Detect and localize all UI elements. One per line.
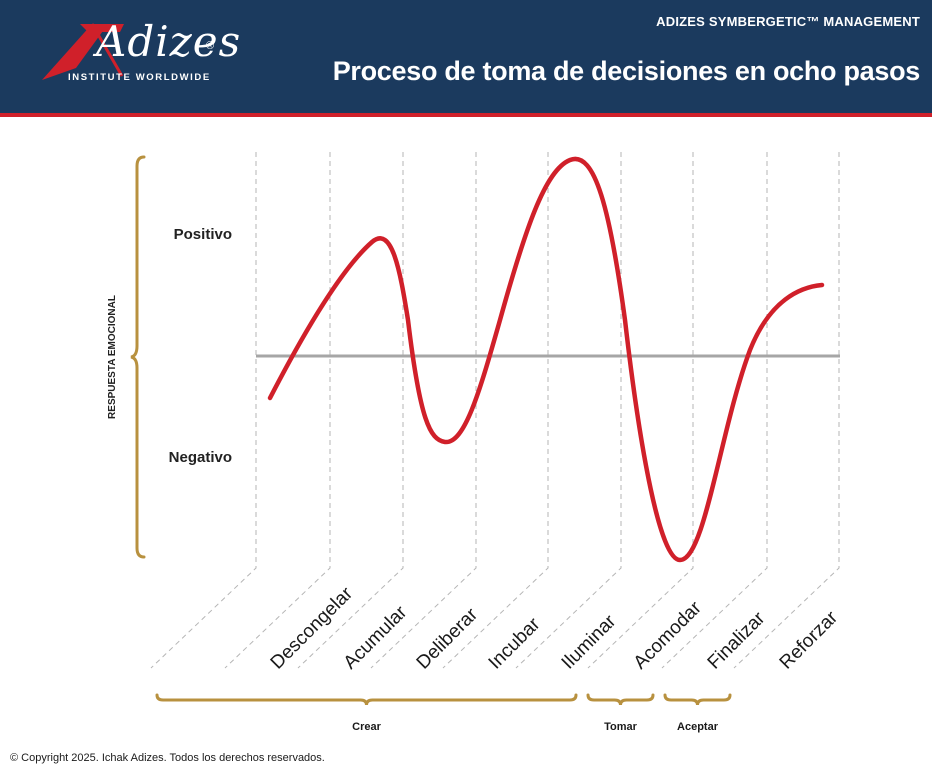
phase-label: Aceptar [677, 721, 719, 733]
emotional-response-bracket [130, 155, 146, 559]
brand-label: ADIZES SYMBERGETIC™ MANAGEMENT [656, 14, 920, 29]
step-guide-line [515, 152, 622, 669]
header-banner: Adizes ® INSTITUTE WORLDWIDE ADIZES SYMB… [0, 0, 932, 117]
axis-label: RESPUESTA EMOCIONAL [107, 295, 118, 419]
step-guide-line [442, 152, 549, 669]
phase-label: Tomar [604, 721, 638, 733]
positive-label: Positivo [174, 226, 232, 243]
registered-mark: ® [206, 40, 215, 52]
step-guide-line [733, 152, 840, 669]
phase-bracket [663, 693, 732, 706]
step-guide-line [370, 152, 477, 669]
step-guide-line [150, 152, 257, 669]
emotional-response-curve [267, 156, 825, 563]
negative-label: Negativo [169, 449, 232, 466]
step-guide-line [297, 152, 404, 669]
phase-brackets: Crear Tomar Aceptar [155, 693, 732, 733]
step-label: Incubar [485, 613, 545, 673]
phase-bracket [586, 693, 655, 706]
adizes-logo [42, 23, 124, 80]
copyright-notice: © Copyright 2025. Ichak Adizes. Todos lo… [10, 752, 325, 764]
step-label: Reforzar [776, 607, 843, 674]
page-title: Proceso de toma de decisiones en ocho pa… [332, 56, 921, 86]
decision-process-diagram: RESPUESTA EMOCIONAL Positivo Negativo De… [107, 152, 843, 733]
logo-subtitle: INSTITUTE WORLDWIDE [68, 72, 211, 83]
phase-label: Crear [352, 721, 381, 733]
phase-bracket [155, 693, 578, 706]
step-label: Deliberar [413, 604, 483, 674]
step-guide-line [224, 152, 331, 669]
step-label: Acumular [340, 601, 412, 673]
step-guide-line [661, 152, 768, 669]
step-guide-lines [150, 152, 840, 669]
step-guide-line [587, 152, 694, 669]
step-label: Finalizar [704, 607, 770, 673]
logo-wordmark: Adizes [96, 17, 242, 66]
